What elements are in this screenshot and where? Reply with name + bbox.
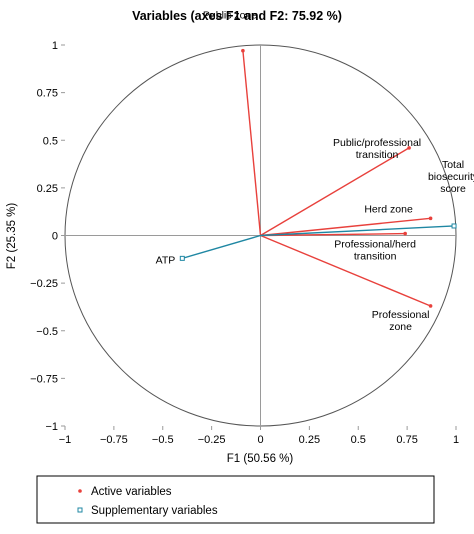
point-label-line: score [440, 183, 466, 195]
y-tick-label: 0.25 [37, 183, 58, 195]
vector-line [260, 234, 431, 307]
point-label-line: Total [442, 159, 464, 171]
legend-supplementary-label: Supplementary variables [91, 505, 218, 517]
plot-area: −1 −0.75 −0.5 −0.25 0 0.25 0.5 0.75 1 1 0.75 0.5 0.2… [30, 10, 474, 446]
point-label: ATP [156, 254, 176, 266]
x-tick-label: 0.25 [299, 434, 320, 446]
point-label: Professional zone [372, 309, 430, 333]
x-tick-label: 0.75 [396, 434, 417, 446]
point-label-line: Professional/herd [334, 239, 416, 251]
point-marker [428, 304, 433, 308]
y-axis-label: F2 (25.35 %) [6, 203, 18, 270]
y-tick-label: 1 [52, 40, 58, 52]
y-tick-label: 0.5 [43, 135, 58, 147]
x-tick-label: 0.5 [351, 434, 366, 446]
point-label-line: biosecurity [428, 171, 474, 183]
x-tick-label: −1 [59, 434, 72, 446]
legend-active-label: Active variables [91, 486, 172, 498]
vector-line [260, 225, 455, 237]
chart-title: Variables (axes F1 and F2: 75.92 %) [132, 9, 342, 23]
y-tick-label: −0.25 [30, 278, 58, 290]
vector-line [260, 217, 431, 237]
vector-line [242, 50, 262, 236]
legend-active-marker [78, 489, 82, 493]
x-axis-label: F1 (50.56 %) [227, 453, 294, 465]
point-label: Herd zone [364, 203, 413, 215]
y-tick-label: −1 [45, 421, 58, 433]
y-tick-label: 0 [52, 231, 58, 243]
x-tick-label: −0.5 [152, 434, 174, 446]
vector-line [260, 147, 410, 237]
x-tick-label: 0 [257, 434, 263, 446]
point-marker [407, 146, 411, 150]
y-tick-label: 0.75 [37, 88, 58, 100]
x-tick-label: −0.75 [100, 434, 128, 446]
point-label: Total biosecurity score [428, 159, 474, 195]
point-marker [451, 223, 457, 229]
y-tick-label: −0.5 [36, 326, 58, 338]
point-label-line: Public/professional [333, 137, 421, 149]
point-label-line: Public zone [203, 10, 257, 22]
point-label-line: zone [389, 321, 412, 333]
point-label-line: transition [354, 251, 397, 263]
point-marker [179, 255, 185, 261]
point-label: Public/professional transition [333, 137, 421, 161]
legend-box [36, 475, 435, 524]
legend-supplementary-marker [77, 507, 83, 513]
y-tick-label: −0.75 [30, 373, 58, 385]
point-label: Professional/herd transition [334, 239, 416, 263]
vector-line [182, 234, 261, 260]
vector-line [260, 232, 406, 237]
x-tick-label: 1 [453, 434, 459, 446]
point-marker [403, 231, 407, 236]
point-label-line: Professional [372, 309, 430, 321]
point-label: Public zone [203, 10, 257, 22]
point-label-line: transition [356, 149, 399, 161]
point-marker [428, 216, 433, 221]
x-tick-label: −0.25 [198, 434, 226, 446]
point-marker [241, 48, 245, 53]
point-label-line: Herd zone [364, 203, 413, 215]
point-label-line: ATP [156, 254, 176, 266]
legend: Active variables Supplementary variables [36, 475, 435, 524]
